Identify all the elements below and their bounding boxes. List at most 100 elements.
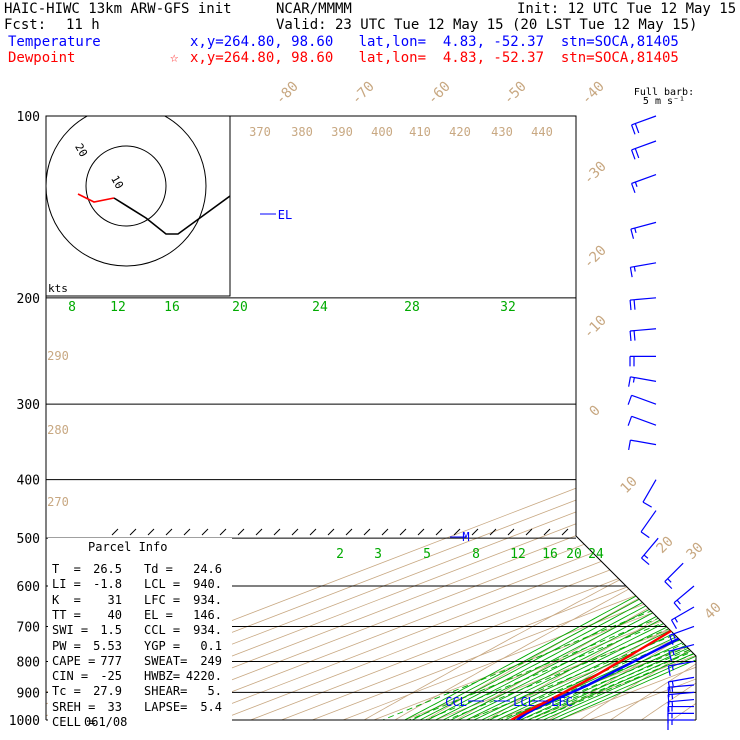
isotherm-line	[558, 116, 696, 720]
freezing-hatch	[417, 528, 425, 536]
parcel-row-4-cell-1: 1.5	[100, 623, 122, 638]
barb-half-flag	[643, 554, 649, 559]
wind-barb-110	[631, 140, 657, 160]
freezing-hatch	[471, 528, 479, 536]
valid-time: Valid: 23 UTC Tue 12 May 15 (20 LST Tue …	[276, 17, 698, 33]
barb-flag	[634, 148, 640, 159]
moist-adiabat-line	[519, 116, 696, 720]
dry-adiabat-line	[497, 116, 696, 720]
barb-flag	[631, 149, 636, 160]
pressure-label-600: 600	[17, 580, 40, 595]
freezing-hatch	[237, 528, 245, 536]
parcel-row-0-cell-3: 24.6	[193, 562, 222, 576]
parcel-row-7-cell-1: -25	[100, 669, 122, 684]
barb-flag	[627, 395, 633, 405]
parcel-row-7-cell-2: HWBZ=	[144, 669, 181, 684]
isotherm-line	[46, 116, 696, 720]
freezing-hatch	[255, 528, 263, 536]
parcel-row-6-cell-2: SWEAT=	[144, 653, 188, 668]
wind-barb-400	[642, 479, 657, 508]
dry-adiabat-line	[653, 116, 696, 720]
parcel-row-10-cell-0: CELL =	[52, 715, 96, 729]
barb-flag	[629, 330, 632, 341]
model-title: HAIC-HIWC 13km ARW-GFS init	[4, 1, 232, 17]
isotherm-label--70: -70	[349, 79, 378, 108]
freezing-hatch	[147, 528, 155, 536]
mixing-label-lower-20: 20	[566, 547, 582, 562]
freezing-hatch	[219, 528, 227, 536]
theta-label-290: 290	[47, 349, 69, 363]
mixing-label-lower-16: 16	[542, 547, 558, 562]
moist-adiabat-line	[527, 116, 696, 720]
level-marker-m: M	[462, 530, 469, 544]
mixing-label-lower-24: 24	[588, 547, 604, 562]
parcel-row-1-cell-1: -1.8	[93, 577, 122, 592]
level-marker-el: EL	[278, 208, 292, 222]
parcel-row-8-cell-2: SHEAR=	[144, 684, 188, 699]
barb-flag	[673, 602, 681, 611]
mixing-label-lower-3: 3	[374, 547, 382, 562]
hodograph-trace-low	[77, 193, 115, 203]
wind-barb-550	[664, 562, 684, 590]
wind-barb-900	[667, 691, 695, 705]
moist-adiabat-line	[473, 116, 696, 720]
wind-barb-850	[667, 676, 695, 692]
isotherm-label--10: -10	[581, 313, 610, 342]
isotherm-line	[312, 116, 696, 720]
parcel-row-5-cell-1: 5.53	[93, 638, 122, 653]
wind-barb-175	[629, 262, 657, 278]
theta-label-370: 370	[249, 125, 271, 139]
mixing-label-upper-32: 32	[500, 300, 516, 315]
init-time: Init: 12 UTC Tue 12 May 15	[517, 1, 737, 17]
theta-label-420: 420	[449, 125, 471, 139]
barb-half-flag	[671, 665, 674, 671]
moist-adiabat-line	[481, 116, 696, 720]
parcel-row-1-cell-2: LCL =	[144, 577, 181, 592]
parcel-row-3-cell-3: 146.	[193, 607, 222, 622]
barb-staff	[673, 585, 695, 604]
isotherm-label--60: -60	[425, 79, 454, 108]
isotherm-label--20: -20	[581, 243, 610, 272]
mixing-label-lower-2: 2	[336, 547, 344, 562]
hodograph: 20 10 kts	[45, 115, 231, 297]
freezing-hatch	[543, 528, 551, 536]
moist-adiabat-line	[504, 116, 696, 720]
parcel-row-0-cell-1: 26.5	[93, 562, 122, 576]
mixing-label-upper-24: 24	[312, 300, 328, 315]
isotherm-line	[219, 116, 696, 720]
pressure-label-700: 700	[17, 620, 40, 635]
parcel-row-8-cell-0: Tc =	[52, 684, 81, 699]
moist-adiabat-line	[466, 116, 696, 720]
moist-adiabat-line	[435, 163, 696, 720]
level-marker-lfc: LFC	[551, 695, 573, 709]
pressure-label-900: 900	[17, 686, 40, 701]
barb-staff	[641, 537, 659, 559]
isotherm-line	[281, 116, 696, 720]
freezing-hatch	[399, 528, 407, 536]
dry-adiabat-line	[559, 116, 696, 720]
parcel-row-8-cell-1: 27.9	[93, 684, 122, 699]
freezing-hatch	[129, 528, 137, 536]
barb-flag	[628, 376, 631, 387]
parcel-row-2-cell-0: K =	[52, 592, 81, 607]
temperature-legend: Temperature	[8, 34, 101, 50]
freezing-hatch	[201, 528, 209, 536]
parcel-row-4-cell-3: 934.	[193, 623, 222, 638]
wind-barb-325	[627, 415, 657, 426]
moist-adiabat-line	[496, 116, 696, 720]
hodograph-ring-inner	[85, 145, 167, 227]
moist-adiabat-line	[550, 116, 696, 720]
parcel-row-5-cell-3: 0.1	[200, 638, 222, 653]
parcel-row-2-cell-1: 31	[107, 592, 122, 607]
wind-barb-150	[630, 221, 657, 239]
wind-barb-225	[629, 328, 657, 341]
barb-header-title: Full barb:	[634, 87, 694, 98]
isotherm-label-30: 30	[684, 540, 707, 563]
freezing-hatch	[309, 528, 317, 536]
hodograph-trace-high	[113, 195, 230, 235]
barb-flag	[641, 557, 650, 565]
barb-flag	[667, 665, 671, 676]
barb-half-flag	[632, 377, 635, 383]
freezing-hatch	[507, 528, 515, 536]
dry-adiabat-line	[684, 116, 696, 720]
